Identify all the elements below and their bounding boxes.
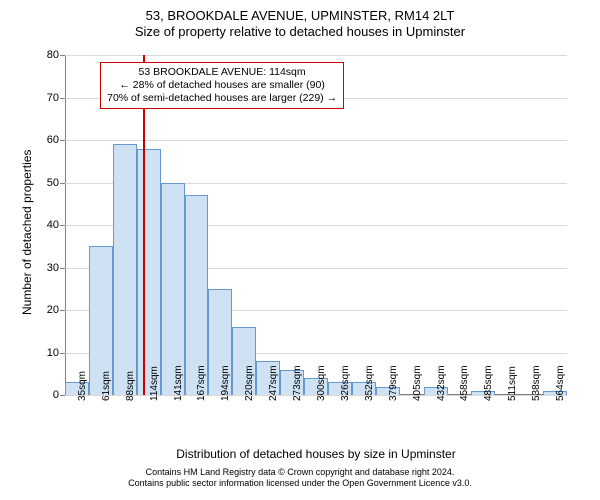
x-tick-label: 379sqm bbox=[388, 365, 399, 401]
bar-slot: 511sqm bbox=[495, 55, 519, 395]
footer-line-2: Contains public sector information licen… bbox=[0, 478, 600, 489]
y-tick-mark bbox=[60, 310, 65, 311]
y-tick-label: 80 bbox=[47, 49, 59, 61]
x-tick-label: 273sqm bbox=[292, 365, 303, 401]
annotation-line-3: 70% of semi-detached houses are larger (… bbox=[107, 92, 337, 105]
y-tick-label: 60 bbox=[47, 134, 59, 146]
bar bbox=[161, 183, 185, 396]
x-tick-label: 88sqm bbox=[125, 371, 136, 401]
y-tick-label: 10 bbox=[47, 347, 59, 359]
x-tick-label: 114sqm bbox=[149, 366, 160, 401]
bar-slot: 35sqm bbox=[65, 55, 89, 395]
bar bbox=[137, 149, 161, 396]
bar-slot: 432sqm bbox=[424, 55, 448, 395]
bar-slot: 352sqm bbox=[352, 55, 376, 395]
chart-subtitle: Size of property relative to detached ho… bbox=[0, 24, 600, 39]
y-tick-mark bbox=[60, 268, 65, 269]
y-tick-label: 30 bbox=[47, 262, 59, 274]
bar-slot: 405sqm bbox=[400, 55, 424, 395]
x-axis-title: Distribution of detached houses by size … bbox=[65, 447, 567, 461]
x-tick-label: 485sqm bbox=[483, 365, 494, 401]
x-tick-label: 141sqm bbox=[173, 365, 184, 401]
footer: Contains HM Land Registry data © Crown c… bbox=[0, 467, 600, 489]
x-tick-label: 405sqm bbox=[412, 365, 423, 401]
x-tick-label: 167sqm bbox=[196, 365, 207, 401]
x-tick-label: 432sqm bbox=[436, 365, 447, 401]
x-tick-label: 300sqm bbox=[316, 365, 327, 401]
y-tick-label: 20 bbox=[47, 304, 59, 316]
y-axis-title: Number of detached properties bbox=[20, 150, 34, 315]
y-tick-mark bbox=[60, 183, 65, 184]
x-tick-label: 458sqm bbox=[459, 365, 470, 401]
x-tick-label: 194sqm bbox=[220, 365, 231, 401]
y-tick-label: 40 bbox=[47, 219, 59, 231]
bar-slot: 485sqm bbox=[471, 55, 495, 395]
bar-slot: 379sqm bbox=[376, 55, 400, 395]
x-tick-label: 247sqm bbox=[268, 365, 279, 401]
chart-container: 53, BROOKDALE AVENUE, UPMINSTER, RM14 2L… bbox=[0, 0, 600, 500]
y-tick-mark bbox=[60, 353, 65, 354]
x-tick-label: 220sqm bbox=[244, 365, 255, 401]
y-tick-mark bbox=[60, 55, 65, 56]
x-tick-label: 564sqm bbox=[555, 365, 566, 401]
y-tick-label: 50 bbox=[47, 177, 59, 189]
bar-slot: 458sqm bbox=[448, 55, 472, 395]
y-tick-mark bbox=[60, 98, 65, 99]
y-tick-label: 70 bbox=[47, 92, 59, 104]
chart-title: 53, BROOKDALE AVENUE, UPMINSTER, RM14 2L… bbox=[0, 8, 600, 23]
x-tick-label: 538sqm bbox=[531, 365, 542, 401]
y-tick-mark bbox=[60, 395, 65, 396]
annotation-line-1: 53 BROOKDALE AVENUE: 114sqm bbox=[107, 66, 337, 79]
bar-slot: 538sqm bbox=[519, 55, 543, 395]
x-tick-label: 352sqm bbox=[364, 365, 375, 401]
annotation-line-2: ← 28% of detached houses are smaller (90… bbox=[107, 79, 337, 92]
y-tick-mark bbox=[60, 225, 65, 226]
x-tick-label: 326sqm bbox=[340, 365, 351, 401]
y-tick-mark bbox=[60, 140, 65, 141]
bar bbox=[113, 144, 137, 395]
y-tick-label: 0 bbox=[53, 389, 59, 401]
footer-line-1: Contains HM Land Registry data © Crown c… bbox=[0, 467, 600, 478]
plot-area: 35sqm61sqm88sqm114sqm141sqm167sqm194sqm2… bbox=[65, 55, 567, 395]
x-tick-label: 35sqm bbox=[77, 371, 88, 401]
annotation-box: 53 BROOKDALE AVENUE: 114sqm ← 28% of det… bbox=[100, 62, 344, 109]
x-tick-label: 61sqm bbox=[101, 371, 112, 401]
bar-slot: 564sqm bbox=[543, 55, 567, 395]
x-tick-label: 511sqm bbox=[507, 366, 518, 401]
